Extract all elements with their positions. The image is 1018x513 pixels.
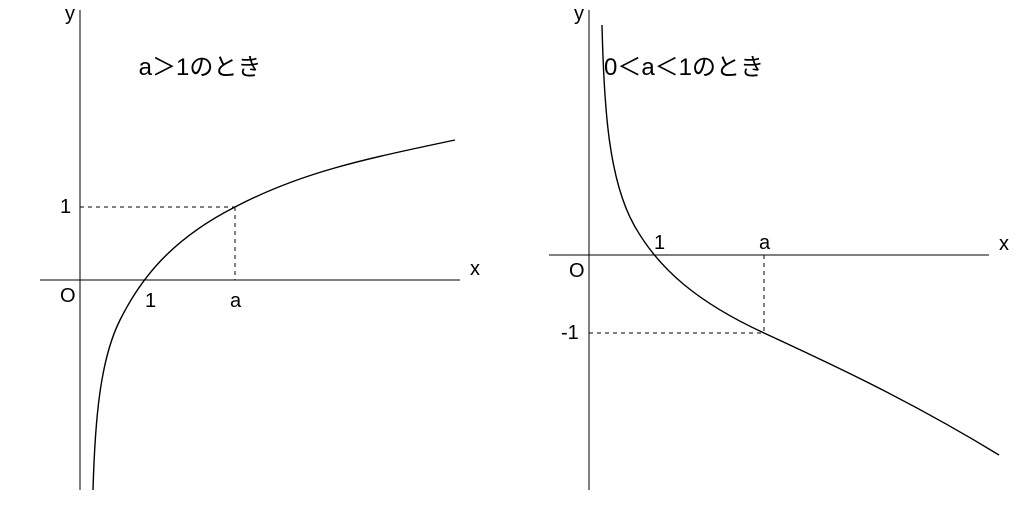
right-x-axis-label: x xyxy=(999,233,1009,255)
left-plot-svg: a＞1のとき x y O 1 a 1 xyxy=(0,0,509,508)
left-y-axis-label: y xyxy=(65,3,75,25)
left-x-tick-a: a xyxy=(230,290,242,312)
right-y-tick-neg1: -1 xyxy=(561,322,579,344)
right-plot-svg: 0＜a＜1のとき x y O 1 a -1 xyxy=(509,0,1018,508)
left-panel: a＞1のとき x y O 1 a 1 xyxy=(0,0,509,508)
left-x-tick-1: 1 xyxy=(145,290,156,312)
right-x-tick-1: 1 xyxy=(654,232,665,254)
left-log-curve xyxy=(93,140,455,490)
left-y-tick-1: 1 xyxy=(60,196,71,218)
left-x-axis-label: x xyxy=(470,258,480,280)
right-y-axis-label: y xyxy=(574,3,584,25)
left-origin-label: O xyxy=(60,285,76,307)
left-title: a＞1のとき xyxy=(139,54,262,81)
right-x-tick-a: a xyxy=(759,232,771,254)
right-title: 0＜a＜1のとき xyxy=(604,54,764,81)
right-panel: 0＜a＜1のとき x y O 1 a -1 xyxy=(509,0,1018,508)
right-origin-label: O xyxy=(569,260,585,282)
figure-container: a＞1のとき x y O 1 a 1 0＜a＜1のとき x y O 1 a - xyxy=(0,0,1018,508)
